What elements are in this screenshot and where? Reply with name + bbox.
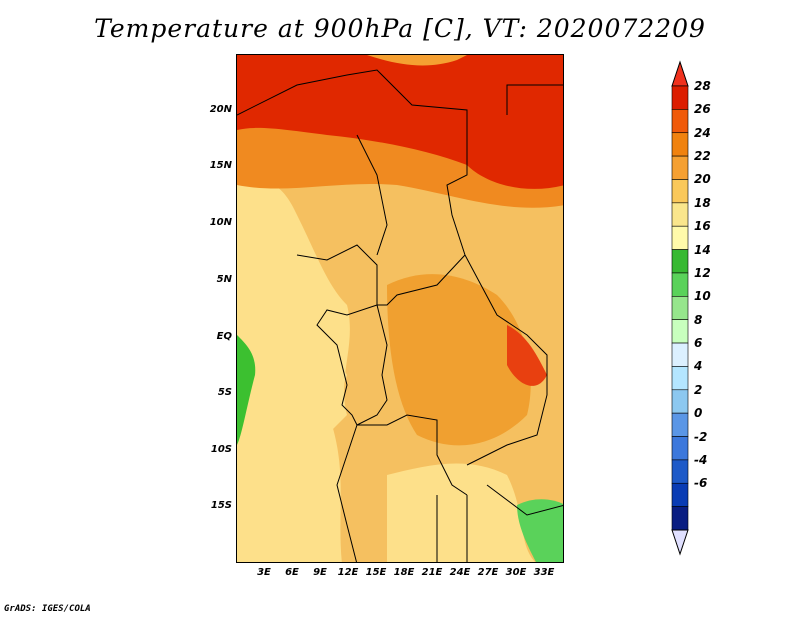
colorbar-label: -2 <box>694 429 708 444</box>
colorbar-label: 16 <box>694 219 711 234</box>
lon-label-15e: 15E <box>365 567 387 578</box>
colorbar-cells <box>671 85 689 531</box>
colorbar-cell <box>671 412 689 437</box>
colorbar-cell <box>671 389 689 414</box>
lon-label-3e: 3E <box>257 567 271 578</box>
colorbar-cell <box>671 296 689 320</box>
colorbar-label: 12 <box>694 265 711 280</box>
colorbar-cell <box>671 85 689 110</box>
colorbar-cell <box>671 179 689 204</box>
temperature-map <box>236 54 564 563</box>
colorbar-min-arrow <box>671 529 689 556</box>
colorbar-cell <box>671 506 689 531</box>
lon-label-12e: 12E <box>337 567 359 578</box>
lat-label-10s: 10S <box>210 444 232 455</box>
grads-credit: GrADS: IGES/COLA <box>4 604 91 614</box>
colorbar-cell <box>671 436 689 461</box>
lon-label-9e: 9E <box>313 567 327 578</box>
colorbar <box>671 60 689 556</box>
colorbar-label: 8 <box>694 312 703 327</box>
lat-label-20n: 20N <box>209 104 232 115</box>
colorbar-label: 6 <box>694 336 703 351</box>
colorbar-label: -4 <box>694 452 708 467</box>
colorbar-label: 14 <box>694 242 711 257</box>
colorbar-cell <box>671 482 689 507</box>
colorbar-cell <box>671 155 689 180</box>
lon-label-33e: 33E <box>533 567 555 578</box>
colorbar-cell <box>671 319 689 344</box>
colorbar-label: 28 <box>694 79 711 93</box>
lat-label-5s: 5S <box>217 387 232 398</box>
colorbar-cell <box>671 342 689 367</box>
lon-label-21e: 21E <box>421 567 443 578</box>
lat-label-eq: EQ <box>216 331 232 342</box>
colorbar-cell <box>671 272 689 297</box>
lat-label-10n: 10N <box>209 217 232 228</box>
lon-label-24e: 24E <box>449 567 471 578</box>
colorbar-label: 20 <box>694 172 711 187</box>
temperature-field <box>237 55 563 562</box>
colorbar-label: 4 <box>694 359 703 374</box>
colorbar-label: 22 <box>694 149 711 164</box>
colorbar-label: 0 <box>694 406 703 421</box>
colorbar-cell <box>671 459 689 484</box>
colorbar-cell <box>671 109 689 134</box>
colorbar-cell <box>671 366 689 391</box>
colorbar-label: 2 <box>694 382 703 397</box>
lon-label-30e: 30E <box>505 567 527 578</box>
colorbar-label: 26 <box>694 102 711 117</box>
colorbar-cell <box>671 202 689 227</box>
lat-label-15n: 15N <box>209 160 232 171</box>
colorbar-cell <box>671 249 689 274</box>
map-title: Temperature at 900hPa [C], VT: 202007220… <box>94 14 706 43</box>
lon-label-18e: 18E <box>393 567 415 578</box>
lat-label-15s: 15S <box>210 500 232 511</box>
lon-label-6e: 6E <box>285 567 299 578</box>
colorbar-label: -6 <box>694 476 708 491</box>
colorbar-max-arrow <box>671 60 689 87</box>
colorbar-cell <box>671 225 689 250</box>
colorbar-label: 18 <box>694 195 711 210</box>
lon-label-27e: 27E <box>477 567 499 578</box>
colorbar-label: 24 <box>694 125 711 140</box>
colorbar-cell <box>671 132 689 157</box>
lat-label-5n: 5N <box>216 274 232 285</box>
colorbar-label: 10 <box>694 289 711 304</box>
